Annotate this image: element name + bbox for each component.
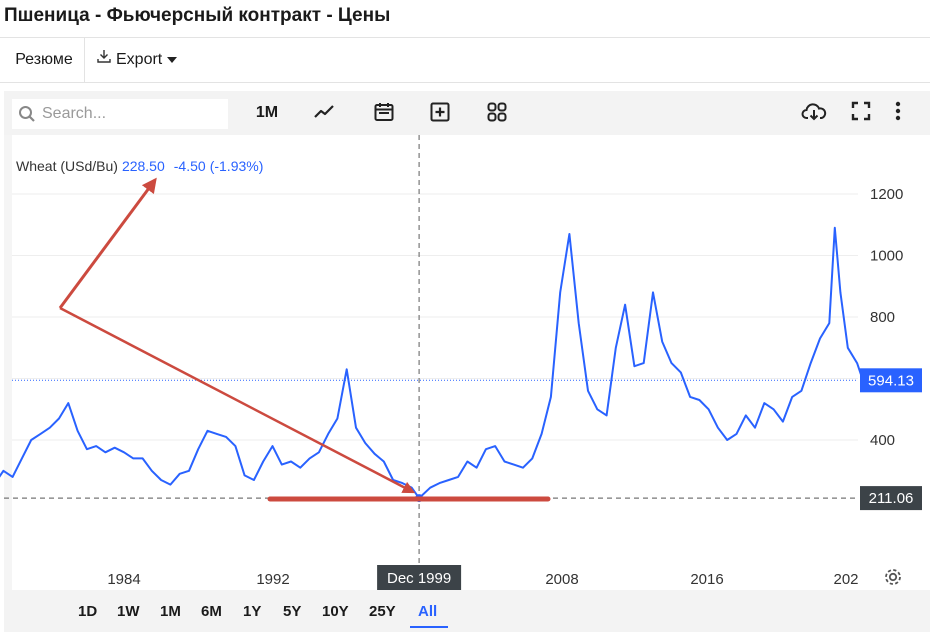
download-icon	[96, 38, 112, 82]
x-tick-label: 2008	[545, 571, 578, 588]
page-title: Пшеница - Фьючерсный контракт - Цены	[4, 5, 391, 26]
legend: Wheat (USd/Bu) 228.50 -4.50 (-1.93%)	[16, 158, 263, 174]
search-box[interactable]	[12, 99, 228, 129]
range-button-all[interactable]: All	[418, 603, 438, 620]
range-button-1y[interactable]: 1Y	[243, 603, 262, 620]
legend-change: -4.50	[173, 158, 206, 174]
search-input[interactable]	[40, 99, 222, 129]
export-label: Export	[116, 51, 163, 69]
crosshair-x-label: Dec 1999	[387, 570, 451, 587]
y-tick-label: 1200	[870, 186, 903, 203]
series-line-wheat	[0, 226, 873, 500]
cloud-download-icon[interactable]	[800, 100, 828, 126]
search-icon	[18, 105, 36, 128]
range-button-1w[interactable]: 1W	[117, 603, 140, 620]
range-button-6m[interactable]: 6M	[201, 603, 222, 620]
x-tick-label: 2016	[690, 571, 723, 588]
x-tick-label: 1984	[107, 571, 140, 588]
legend-series-name: Wheat (USd/Bu)	[16, 158, 118, 174]
settings-icon[interactable]	[882, 566, 904, 593]
annotation-arrow-up	[58, 177, 157, 309]
chart-type-icon[interactable]	[310, 100, 338, 126]
plot-area[interactable]	[12, 135, 858, 590]
tab-summary[interactable]: Резюме	[4, 38, 85, 82]
fullscreen-icon[interactable]	[847, 100, 875, 126]
legend-price: 228.50	[121, 158, 165, 174]
layout-grid-icon[interactable]	[483, 100, 511, 126]
calendar-icon[interactable]	[370, 100, 398, 126]
y-tick-label: 800	[870, 309, 895, 326]
legend-change-pct: (-1.93%)	[209, 158, 264, 174]
x-tick-label: 202	[833, 571, 858, 588]
last-price-label: 594.13	[868, 372, 914, 389]
y-tick-label: 400	[870, 432, 895, 449]
range-button-5y[interactable]: 5Y	[283, 603, 302, 620]
range-bar	[4, 590, 930, 632]
crosshair-y-badge	[860, 486, 922, 511]
last-price-badge	[860, 368, 922, 393]
export-button[interactable]: Export	[96, 38, 178, 82]
active-range-underline	[410, 626, 448, 628]
crosshair-x-badge	[377, 565, 462, 590]
x-tick-label: 1992	[256, 571, 289, 588]
y-tick-label: 1000	[870, 248, 903, 265]
tab-bar: Резюме Export	[0, 37, 930, 83]
range-button-10y[interactable]: 10Y	[322, 603, 349, 620]
chevron-down-icon	[167, 57, 178, 63]
crosshair-y-label: 211.06	[869, 490, 914, 507]
price-axis	[858, 135, 930, 590]
interval-button[interactable]: 1M	[255, 104, 279, 121]
range-button-1d[interactable]: 1D	[78, 603, 98, 620]
add-indicator-icon[interactable]	[426, 100, 454, 126]
more-options-icon[interactable]	[888, 100, 908, 126]
annotation-arrow-down	[59, 306, 416, 494]
range-button-25y[interactable]: 25Y	[369, 603, 396, 620]
range-button-1m[interactable]: 1M	[160, 603, 181, 620]
